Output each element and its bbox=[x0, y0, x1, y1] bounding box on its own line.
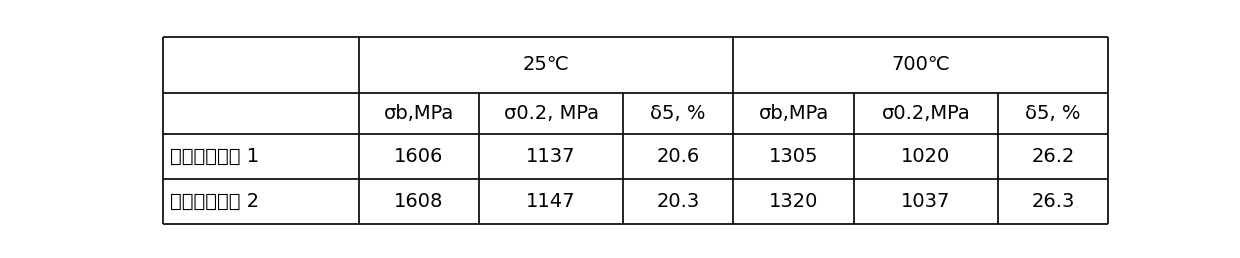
Text: 1020: 1020 bbox=[901, 147, 951, 166]
Text: 1305: 1305 bbox=[769, 147, 818, 166]
Text: 700℃: 700℃ bbox=[892, 55, 950, 74]
Text: 固溶加热处理 1: 固溶加热处理 1 bbox=[170, 147, 259, 166]
Text: 1037: 1037 bbox=[901, 192, 951, 211]
Text: σ0.2,MPa: σ0.2,MPa bbox=[882, 104, 970, 123]
Text: 1320: 1320 bbox=[769, 192, 818, 211]
Text: 26.2: 26.2 bbox=[1032, 147, 1075, 166]
Text: σb,MPa: σb,MPa bbox=[759, 104, 830, 123]
Text: 20.3: 20.3 bbox=[656, 192, 699, 211]
Text: 1606: 1606 bbox=[394, 147, 444, 166]
Text: σb,MPa: σb,MPa bbox=[384, 104, 454, 123]
Text: 25℃: 25℃ bbox=[522, 55, 569, 74]
Text: 26.3: 26.3 bbox=[1032, 192, 1075, 211]
Text: 20.6: 20.6 bbox=[656, 147, 699, 166]
Text: 1147: 1147 bbox=[526, 192, 575, 211]
Text: 固溶加热处理 2: 固溶加热处理 2 bbox=[170, 192, 259, 211]
Text: δ5, %: δ5, % bbox=[1025, 104, 1081, 123]
Text: 1608: 1608 bbox=[394, 192, 444, 211]
Text: δ5, %: δ5, % bbox=[650, 104, 706, 123]
Text: σ0.2, MPa: σ0.2, MPa bbox=[503, 104, 599, 123]
Text: 1137: 1137 bbox=[526, 147, 575, 166]
